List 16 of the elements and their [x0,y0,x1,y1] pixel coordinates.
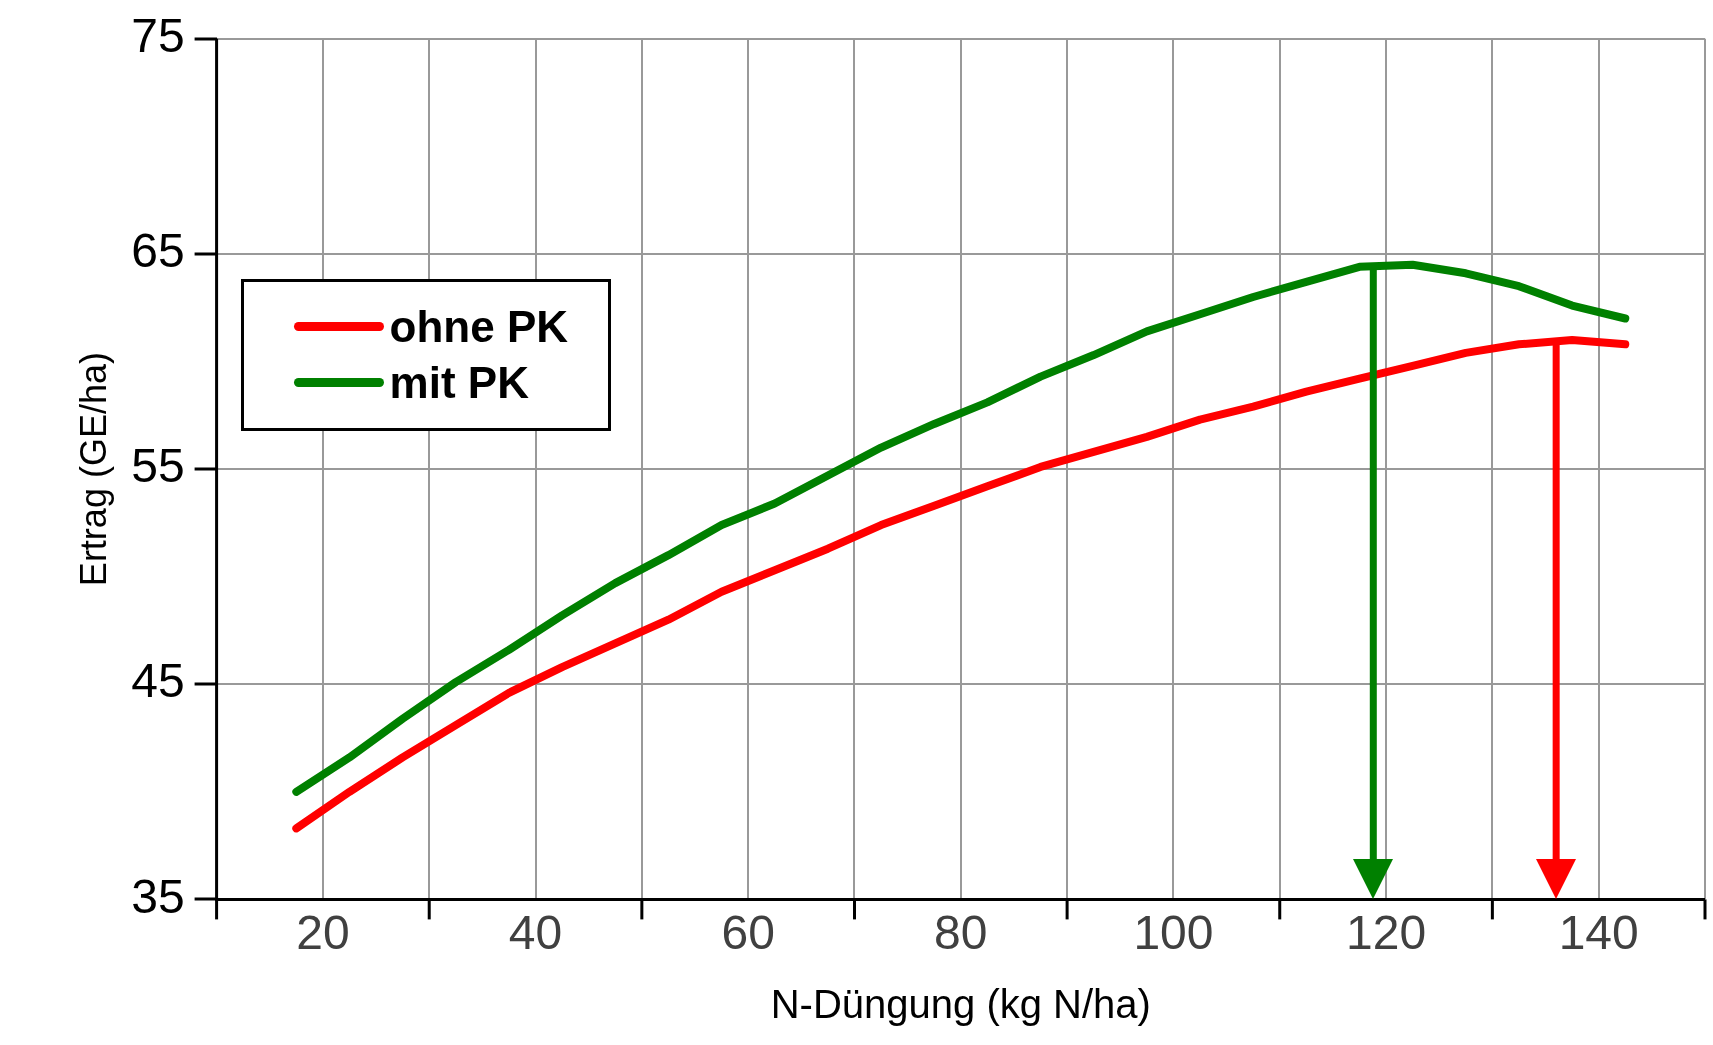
x-tick-label: 40 [508,906,563,960]
x-tick-label: 20 [296,906,350,960]
x-axis-title: N-Düngung (kg N/ha) [770,982,1151,1027]
y-tick-label: 35 [131,869,185,923]
x-tick-label: 120 [1346,906,1427,960]
y-tick-label: 75 [131,9,185,63]
x-tick-label: 80 [934,906,988,960]
y-axis-title: Ertrag (GE/ha) [72,352,114,587]
x-tick-label: 60 [721,906,775,960]
y-tick-label: 55 [131,439,185,493]
y-tick-label: 45 [131,654,185,708]
x-tick-label: 140 [1558,906,1639,960]
legend-label: ohne PK [389,301,569,352]
y-tick-label: 65 [131,224,185,278]
legend-label: mit PK [389,357,529,408]
x-tick-label: 100 [1133,906,1214,960]
